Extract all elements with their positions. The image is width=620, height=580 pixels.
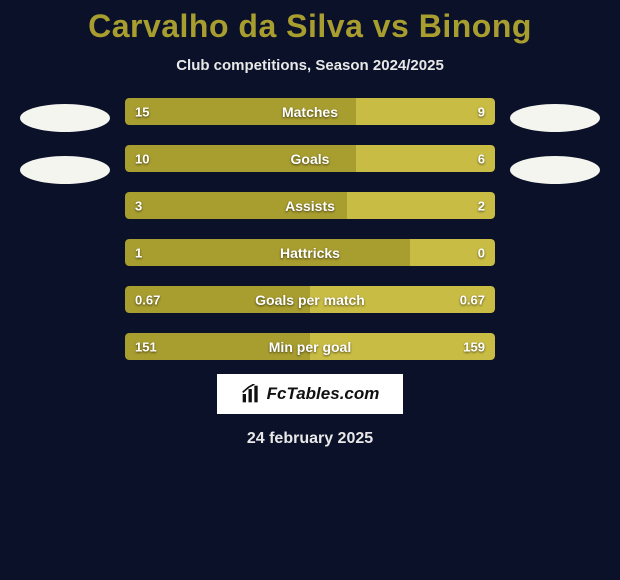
value-left: 151 — [135, 339, 157, 354]
brand-badge[interactable]: FcTables.com — [217, 374, 404, 414]
value-right: 0.67 — [460, 292, 485, 307]
brand-text: FcTables.com — [267, 384, 380, 404]
bar-right-fill — [347, 192, 495, 219]
page-title: Carvalho da Silva vs Binong — [88, 8, 532, 45]
metric-label: Assists — [285, 198, 335, 214]
metric-row: 0.67 0.67 Goals per match — [125, 286, 495, 313]
value-right: 9 — [478, 104, 485, 119]
value-left: 10 — [135, 151, 149, 166]
metric-label: Matches — [282, 104, 338, 120]
bar-left-fill — [125, 239, 410, 266]
value-left: 15 — [135, 104, 149, 119]
value-left: 3 — [135, 198, 142, 213]
metric-label: Min per goal — [269, 339, 351, 355]
metric-label: Goals per match — [255, 292, 365, 308]
value-left: 1 — [135, 245, 142, 260]
avatar-left-1 — [20, 104, 110, 132]
avatar-left-2 — [20, 156, 110, 184]
value-right: 159 — [463, 339, 485, 354]
bar-right-fill — [356, 145, 495, 172]
left-avatar-column — [15, 98, 115, 184]
bar-right-fill — [356, 98, 495, 125]
avatar-right-1 — [510, 104, 600, 132]
metric-row: 1 0 Hattricks — [125, 239, 495, 266]
metric-row: 10 6 Goals — [125, 145, 495, 172]
metric-row: 15 9 Matches — [125, 98, 495, 125]
footer-date: 24 february 2025 — [247, 430, 373, 448]
right-avatar-column — [505, 98, 605, 184]
bars-column: 159Matches106Goals32Assists10Hattricks0.… — [125, 98, 495, 360]
value-right: 0 — [478, 245, 485, 260]
comparison-widget: Carvalho da Silva vs Binong Club competi… — [0, 0, 620, 580]
metric-label: Hattricks — [280, 245, 340, 261]
chart-area: 159Matches106Goals32Assists10Hattricks0.… — [0, 98, 620, 360]
metric-label: Goals — [291, 151, 330, 167]
chart-icon — [241, 384, 261, 404]
metric-row: 3 2 Assists — [125, 192, 495, 219]
value-left: 0.67 — [135, 292, 160, 307]
metric-row: 151 159 Min per goal — [125, 333, 495, 360]
subtitle: Club competitions, Season 2024/2025 — [176, 57, 444, 74]
value-right: 6 — [478, 151, 485, 166]
value-right: 2 — [478, 198, 485, 213]
avatar-right-2 — [510, 156, 600, 184]
